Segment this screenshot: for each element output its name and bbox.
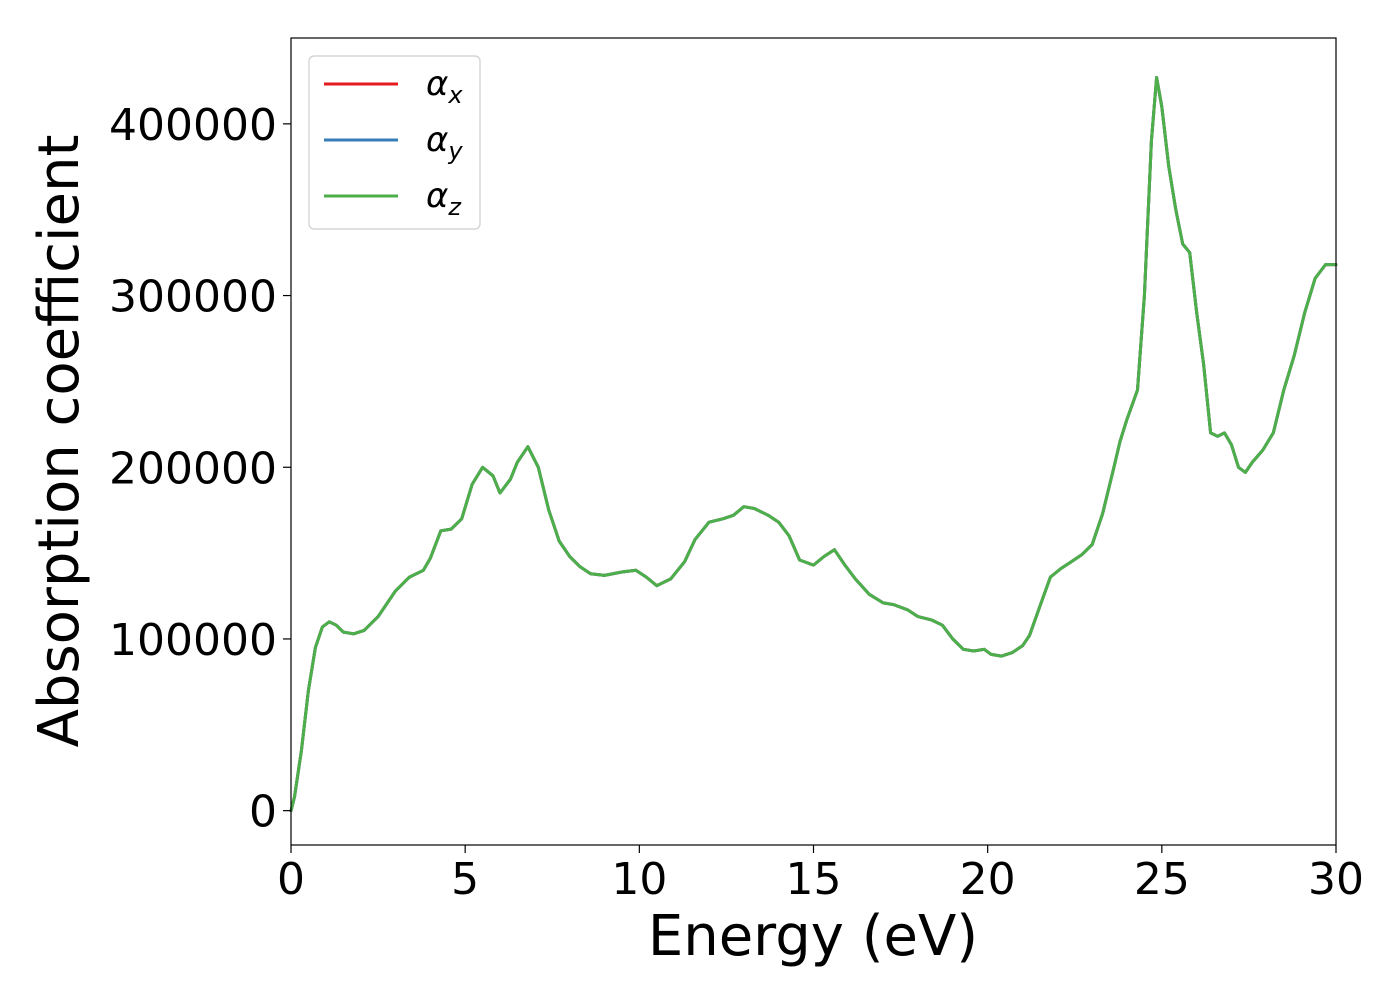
legend-label-x: αx <box>426 64 463 109</box>
y-tick-label: 200000 <box>109 443 277 494</box>
series-line-z <box>289 76 1338 813</box>
series-layer <box>289 76 1338 813</box>
y-tick-label: 400000 <box>109 100 277 151</box>
legend-subscript: x <box>447 81 463 109</box>
y-axis-label: Absorption coefficient <box>27 135 92 748</box>
legend-frame <box>308 55 481 230</box>
legend-symbol: α <box>426 176 448 216</box>
y-tick-label: 100000 <box>109 615 277 666</box>
x-tick-label: 15 <box>786 854 842 905</box>
legend-symbol: α <box>426 64 448 104</box>
x-axis-ticks: 0 5 10 15 20 25 30 <box>277 845 1364 905</box>
x-tick-label: 0 <box>277 854 305 905</box>
y-axis-ticks: 0 100000 200000 300000 400000 <box>109 100 291 838</box>
legend-subscript: y <box>447 137 463 165</box>
x-tick-label: 5 <box>451 854 479 905</box>
x-axis-label: Energy (eV) <box>648 904 978 969</box>
x-tick-label: 30 <box>1308 854 1364 905</box>
legend-label-y: αy <box>426 120 463 165</box>
legend-label-z: αz <box>426 176 462 221</box>
x-tick-label: 25 <box>1134 854 1190 905</box>
x-tick-label: 10 <box>611 854 667 905</box>
legend-subscript: z <box>447 193 462 221</box>
y-tick-label: 300000 <box>109 272 277 323</box>
legend-symbol: α <box>426 120 448 160</box>
y-tick-label: 0 <box>249 787 277 838</box>
x-tick-label: 20 <box>960 854 1016 905</box>
